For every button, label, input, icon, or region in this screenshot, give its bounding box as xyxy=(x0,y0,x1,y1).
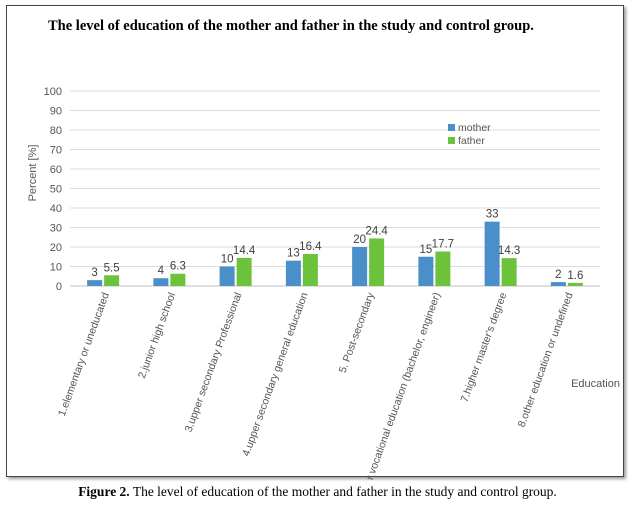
bar-father xyxy=(501,258,517,286)
bar-father xyxy=(369,238,385,286)
figure-frame xyxy=(6,5,624,477)
bar-mother xyxy=(219,266,235,286)
legend-label-mother: mother xyxy=(458,122,491,134)
bar-mother xyxy=(153,278,169,286)
bar-mother xyxy=(484,221,500,286)
data-label-mother: 2 xyxy=(555,269,561,281)
y-tick-label: 20 xyxy=(50,242,62,254)
category-label: 4.upper secondary general education xyxy=(240,291,311,458)
data-label-father: 24.4 xyxy=(365,225,388,237)
y-tick-label: 50 xyxy=(50,184,62,196)
chart-title: The level of education of the mother and… xyxy=(48,18,534,34)
y-tick-label: 100 xyxy=(44,86,62,98)
data-label-mother: 10 xyxy=(221,254,234,266)
legend-swatch-father xyxy=(448,137,455,144)
data-label-father: 5.5 xyxy=(104,262,120,274)
bar-father xyxy=(236,257,252,286)
bar-mother xyxy=(285,260,301,286)
data-label-father: 17.7 xyxy=(432,238,454,250)
y-tick-label: 0 xyxy=(56,281,62,293)
data-label-mother: 4 xyxy=(158,265,165,277)
y-tick-label: 90 xyxy=(50,106,62,118)
bar-father xyxy=(170,273,186,286)
legend-label-father: father xyxy=(458,135,485,147)
data-label-father: 14.3 xyxy=(498,245,520,257)
y-axis-label: Percent [%] xyxy=(27,145,39,202)
data-label-mother: 20 xyxy=(353,234,366,246)
data-label-mother: 15 xyxy=(419,244,432,256)
y-tick-label: 40 xyxy=(50,203,62,215)
bar-mother xyxy=(418,256,434,286)
bar-chart: 0 10 20 30 40 50 60 70 80 90 100 Percent [%] 3 4 10 13 2… xyxy=(27,86,620,480)
data-label-mother: 33 xyxy=(486,209,499,221)
y-tick-label: 80 xyxy=(50,125,62,137)
category-label: 3.upper secondary Professional xyxy=(183,291,245,434)
category-label: 7.higher master's degree xyxy=(459,291,510,404)
caption-prefix: Figure 2. xyxy=(78,484,130,499)
data-label-father: 16.4 xyxy=(299,241,322,253)
bar-father xyxy=(567,282,583,286)
y-tick-label: 30 xyxy=(50,223,62,235)
data-label-mother: 3 xyxy=(91,267,97,279)
data-label-father: 6.3 xyxy=(170,261,186,273)
data-label-mother: 13 xyxy=(287,248,300,260)
y-tick-label: 60 xyxy=(50,164,62,176)
y-tick-label: 70 xyxy=(50,145,62,157)
category-label: 2.junior high school xyxy=(136,291,178,380)
bar-mother xyxy=(550,282,566,286)
y-tick-label: 10 xyxy=(50,262,62,274)
bar-father xyxy=(435,251,451,286)
category-label: 8.other education or undefined xyxy=(516,291,576,429)
category-label: 1.elementary or uneducated xyxy=(56,291,112,418)
bar-mother xyxy=(352,247,368,286)
bar-father xyxy=(302,254,318,286)
data-label-father: 14.4 xyxy=(233,245,256,257)
bar-mother xyxy=(87,280,103,286)
legend-swatch-mother xyxy=(448,124,455,131)
caption-text: The level of education of the mother and… xyxy=(129,484,557,499)
figure-caption: Figure 2. The level of education of the … xyxy=(0,484,635,500)
category-label: 5. Post-secondary xyxy=(337,290,377,374)
bar-father xyxy=(104,275,120,286)
data-label-father: 1.6 xyxy=(567,270,583,282)
x-axis-label: Education xyxy=(571,378,620,390)
